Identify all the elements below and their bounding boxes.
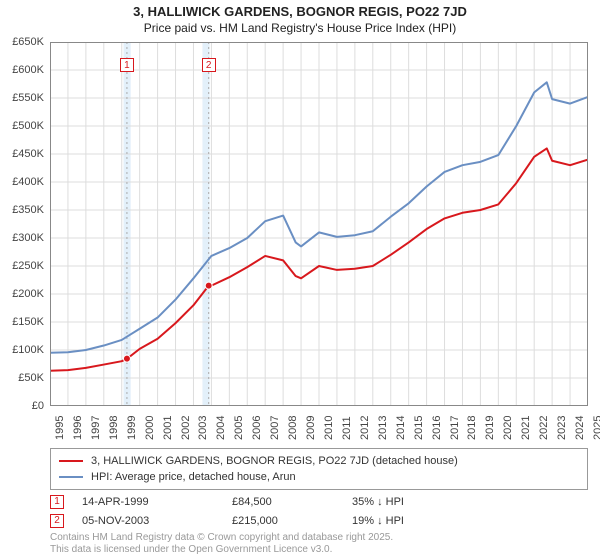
x-tick-label: 2013 [377, 416, 389, 440]
chart-container: 3, HALLIWICK GARDENS, BOGNOR REGIS, PO22… [0, 0, 600, 560]
x-tick-label: 2009 [305, 416, 317, 440]
sales-row: 1 14-APR-1999£84,50035% ↓ HPI [50, 492, 588, 511]
x-tick-label: 2000 [144, 416, 156, 440]
x-tick-label: 2018 [466, 416, 478, 440]
x-tick-label: 2012 [359, 416, 371, 440]
legend-label: 3, HALLIWICK GARDENS, BOGNOR REGIS, PO22… [91, 455, 458, 467]
plot-svg [50, 42, 588, 406]
x-tick-label: 2003 [197, 416, 209, 440]
y-tick-label: £200K [12, 288, 44, 300]
x-tick-label: 2005 [233, 416, 245, 440]
legend-row: HPI: Average price, detached house, Arun [59, 469, 579, 485]
x-tick-label: 1995 [54, 416, 66, 440]
x-tick-label: 2024 [574, 416, 586, 440]
chart-title: 3, HALLIWICK GARDENS, BOGNOR REGIS, PO22… [0, 0, 600, 21]
x-tick-label: 1996 [72, 416, 84, 440]
legend-label: HPI: Average price, detached house, Arun [91, 471, 296, 483]
sales-row: 2 05-NOV-2003£215,00019% ↓ HPI [50, 511, 588, 530]
x-tick-label: 2017 [449, 416, 461, 440]
y-tick-label: £50K [18, 372, 44, 384]
sale-callout: 2 [202, 58, 216, 72]
x-tick-label: 2019 [484, 416, 496, 440]
y-tick-label: £500K [12, 120, 44, 132]
sales-diff: 35% ↓ HPI [352, 496, 472, 508]
y-tick-label: £400K [12, 176, 44, 188]
sale-callout: 1 [120, 58, 134, 72]
legend-swatch [59, 476, 83, 478]
x-tick-label: 2001 [162, 416, 174, 440]
y-tick-label: £150K [12, 316, 44, 328]
y-tick-label: £650K [12, 36, 44, 48]
sales-date: 05-NOV-2003 [82, 515, 232, 527]
y-tick-label: £450K [12, 148, 44, 160]
sales-price: £215,000 [232, 515, 352, 527]
x-tick-label: 2004 [215, 416, 227, 440]
x-tick-label: 1997 [90, 416, 102, 440]
y-tick-label: £0 [32, 400, 44, 412]
legend-swatch [59, 460, 83, 462]
x-tick-label: 2025 [592, 416, 600, 440]
plot-area: 12 [50, 42, 588, 406]
x-tick-label: 1999 [126, 416, 138, 440]
x-tick-label: 2023 [556, 416, 568, 440]
chart-subtitle: Price paid vs. HM Land Registry's House … [0, 21, 600, 35]
x-tick-label: 2011 [341, 416, 353, 440]
x-tick-label: 2016 [431, 416, 443, 440]
x-tick-label: 2002 [180, 416, 192, 440]
legend-row: 3, HALLIWICK GARDENS, BOGNOR REGIS, PO22… [59, 453, 579, 469]
y-axis-labels: £0£50K£100K£150K£200K£250K£300K£350K£400… [0, 42, 48, 406]
x-tick-label: 2014 [395, 416, 407, 440]
x-tick-label: 2021 [520, 416, 532, 440]
sales-marker-box: 1 [50, 495, 64, 509]
sales-date: 14-APR-1999 [82, 496, 232, 508]
y-tick-label: £100K [12, 344, 44, 356]
x-tick-label: 2006 [251, 416, 263, 440]
footnote-line1: Contains HM Land Registry data © Crown c… [50, 532, 588, 544]
sales-price: £84,500 [232, 496, 352, 508]
x-tick-label: 2008 [287, 416, 299, 440]
footnote: Contains HM Land Registry data © Crown c… [50, 532, 588, 556]
x-tick-label: 2010 [323, 416, 335, 440]
legend: 3, HALLIWICK GARDENS, BOGNOR REGIS, PO22… [50, 448, 588, 490]
x-tick-label: 2015 [413, 416, 425, 440]
sales-table: 1 14-APR-1999£84,50035% ↓ HPI 2 05-NOV-2003… [50, 492, 588, 530]
x-tick-label: 1998 [108, 416, 120, 440]
y-tick-label: £600K [12, 64, 44, 76]
y-tick-label: £350K [12, 204, 44, 216]
x-axis-labels: 1995 1996 1997 1998 1999 2000 2001 2002 2003 2004… [50, 408, 588, 448]
y-tick-label: £300K [12, 232, 44, 244]
sales-marker-box: 2 [50, 514, 64, 528]
y-tick-label: £250K [12, 260, 44, 272]
footnote-line2: This data is licensed under the Open Gov… [50, 544, 588, 556]
x-tick-label: 2022 [538, 416, 550, 440]
y-tick-label: £550K [12, 92, 44, 104]
x-tick-label: 2007 [269, 416, 281, 440]
x-tick-label: 2020 [502, 416, 514, 440]
sales-diff: 19% ↓ HPI [352, 515, 472, 527]
